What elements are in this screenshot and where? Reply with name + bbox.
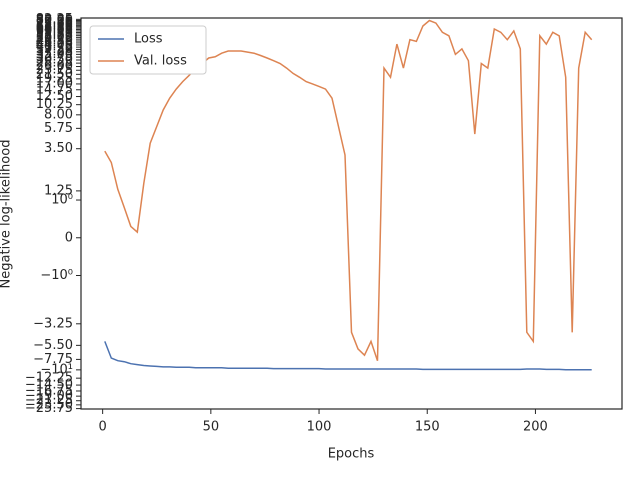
y-tick-label: 71.00 — [36, 18, 73, 33]
y-tick-label: −19.00 — [25, 389, 73, 404]
y-tick-label: 66.50 — [36, 21, 73, 36]
y-tick-label: 23.75 — [36, 63, 73, 78]
y-tick-label: 57.50 — [36, 27, 73, 42]
y-tick-label: 19.25 — [36, 71, 73, 86]
y-tick-label: −7.75 — [33, 352, 73, 367]
x-axis-label: Epochs — [328, 447, 375, 462]
y-tick-label: 37.25 — [36, 44, 73, 59]
legend: Loss Val. loss — [89, 25, 207, 75]
y-tick-label: 32.75 — [36, 50, 73, 65]
y-tick-label: 64.25 — [36, 22, 73, 37]
y-tick-label: 30.50 — [36, 52, 73, 67]
y-tick-label: −14.50 — [25, 378, 73, 393]
x-tick-label: 100 — [307, 420, 332, 435]
y-tick-label: −21.25 — [25, 393, 73, 408]
y-tick-label: 14.75 — [36, 82, 73, 97]
y-tick-label: 73.25 — [36, 17, 73, 32]
y-tick-label: 59.75 — [36, 25, 73, 40]
y-tick-label: 10⁰ — [51, 193, 73, 208]
y-tick-label: 68.75 — [36, 19, 73, 34]
y-tick-label: −3.25 — [33, 316, 73, 331]
legend-label: Val. loss — [134, 54, 187, 69]
x-tick-label: 50 — [203, 420, 220, 435]
y-tick-label: 1.25 — [44, 183, 73, 198]
y-tick-label: 53.00 — [36, 30, 73, 45]
y-tick-label: 48.50 — [36, 33, 73, 48]
y-tick-label: 50.75 — [36, 32, 73, 47]
y-tick-label: −10¹ — [40, 362, 73, 377]
x-tick-label: 200 — [523, 420, 548, 435]
y-tick-label: −25.75 — [25, 401, 73, 416]
y-tick-label: −16.75 — [25, 383, 73, 398]
y-tick-label: 5.75 — [44, 121, 73, 136]
y-tick-label: 39.50 — [36, 42, 73, 57]
y-tick-label: 17.00 — [36, 76, 73, 91]
y-tick-label: 80.00 — [36, 13, 73, 28]
x-tick-label: 0 — [98, 420, 106, 435]
y-tick-label: 44.00 — [36, 37, 73, 52]
series-line — [104, 19, 593, 361]
plot-frame — [80, 17, 623, 410]
y-tick-label: 8.00 — [44, 107, 73, 122]
y-tick-label: 46.25 — [36, 35, 73, 50]
y-tick-label: 35.00 — [36, 47, 73, 62]
y-tick-label: 28.25 — [36, 56, 73, 71]
series-line — [104, 341, 592, 371]
y-tick-label: −10⁰ — [40, 268, 73, 283]
y-tick-label: 75.50 — [36, 15, 73, 30]
y-tick-label: 62.00 — [36, 23, 73, 38]
y-tick-label: −23.50 — [25, 397, 73, 412]
y-tick-label: −5.50 — [33, 338, 73, 353]
y-tick-label: 82.25 — [36, 12, 73, 27]
y-tick-label: 0 — [65, 230, 73, 245]
y-axis-label: Negative log-likelihood — [0, 140, 14, 289]
y-tick-label: 26.00 — [36, 59, 73, 74]
y-tick-label: 55.25 — [36, 28, 73, 43]
y-tick-label: 41.75 — [36, 40, 73, 55]
y-tick-label: 3.50 — [44, 141, 73, 156]
y-tick-label: 10.25 — [36, 97, 73, 112]
legend-box — [89, 25, 207, 75]
y-tick-label: 77.75 — [36, 14, 73, 29]
legend-label: Loss — [134, 32, 163, 47]
y-tick-label: −12.25 — [25, 371, 73, 386]
y-tick-label: 21.50 — [36, 67, 73, 82]
x-tick-label: 150 — [415, 420, 440, 435]
y-tick-label: 12.50 — [36, 89, 73, 104]
